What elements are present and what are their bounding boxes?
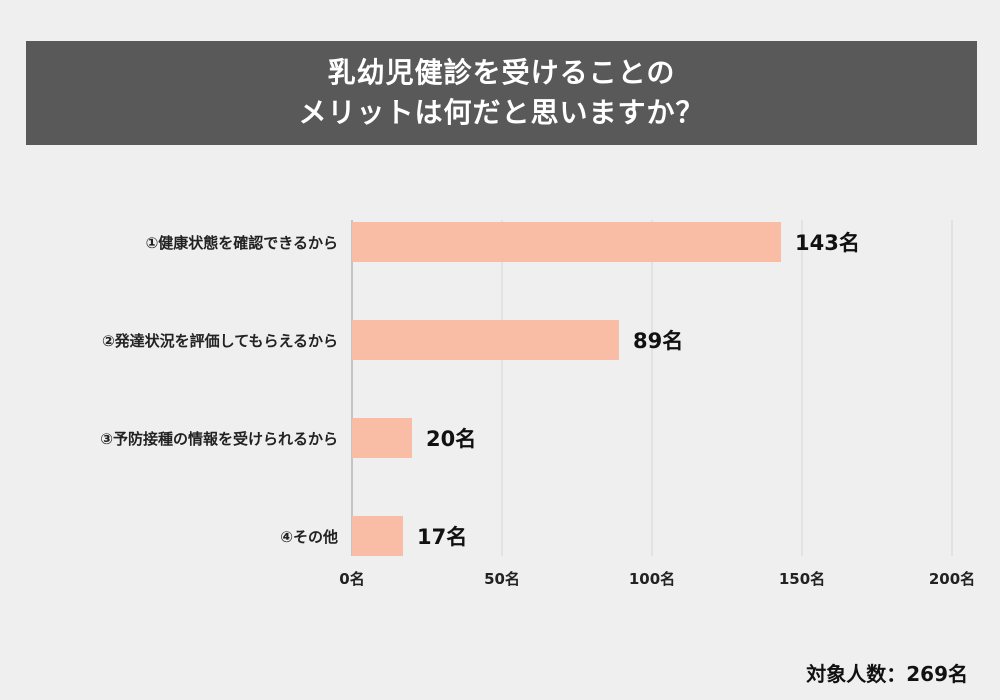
- category-label: ②発達状況を評価してもらえるから: [102, 332, 338, 350]
- bar: [352, 516, 403, 556]
- bar: [352, 222, 781, 262]
- data-label: 17名: [417, 525, 467, 549]
- category-label: ④その他: [280, 528, 338, 546]
- title-banner: 乳幼児健診を受けることの メリットは何だと思いますか？: [26, 41, 977, 145]
- x-tick-label: 150名: [779, 570, 825, 588]
- chart-title-line-1: 乳幼児健診を受けることの: [327, 56, 676, 89]
- category-label: ③予防接種の情報を受けられるから: [100, 430, 338, 448]
- x-tick-label: 200名: [929, 570, 975, 588]
- x-tick-label: 50名: [484, 570, 520, 588]
- data-label: 89名: [633, 329, 683, 353]
- x-tick-label: 100名: [629, 570, 675, 588]
- chart-title-line-2: メリットは何だと思いますか？: [298, 96, 705, 129]
- data-label: 20名: [426, 427, 476, 451]
- bar: [352, 418, 412, 458]
- category-label: ①健康状態を確認できるから: [146, 234, 338, 252]
- sample-size-label: 対象人数：269名: [806, 662, 968, 686]
- x-tick-label: 0名: [339, 570, 364, 588]
- data-label: 143名: [795, 231, 860, 255]
- bar: [352, 320, 619, 360]
